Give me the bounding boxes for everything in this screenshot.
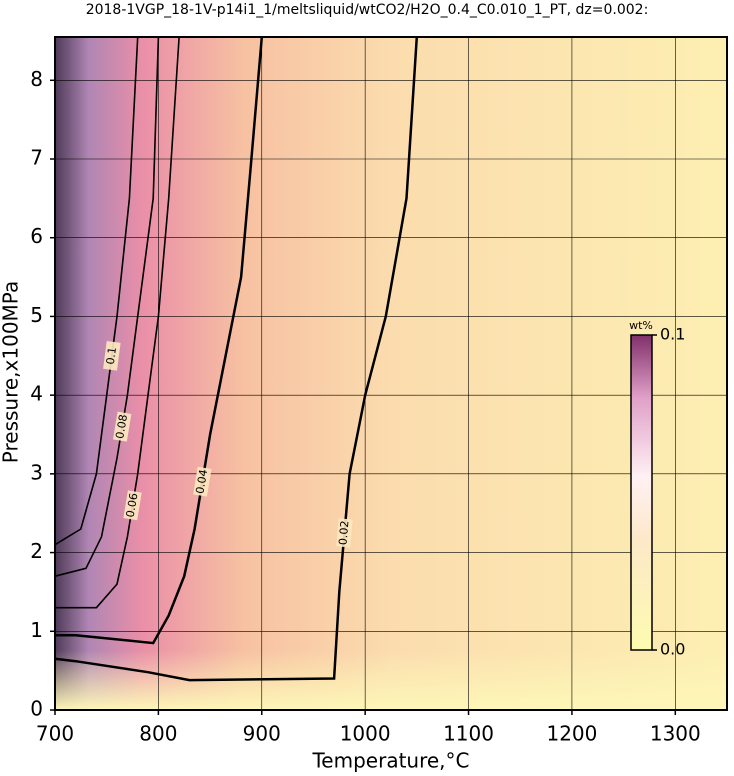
- x-axis-label: Temperature,°C: [311, 749, 469, 773]
- contour-line: [55, 36, 264, 645]
- contour-label: 0.08: [113, 413, 130, 439]
- y-tick-label: 1: [30, 618, 43, 642]
- y-tick-label: 8: [30, 67, 43, 91]
- contour-label-bg: [123, 490, 142, 521]
- y-tick-label: 0: [30, 697, 43, 721]
- x-tick-label: 900: [243, 722, 281, 746]
- y-tick-label: 2: [30, 539, 43, 563]
- y-tick-label: 5: [30, 303, 43, 327]
- contour-label: 0.1: [104, 346, 119, 365]
- contour-label-group: 0.04: [193, 466, 212, 497]
- contour-label: 0.06: [124, 492, 141, 518]
- colorbar: [630, 334, 653, 651]
- contour-label-group: 0.1: [103, 340, 121, 371]
- y-tick-label: 4: [30, 382, 43, 406]
- contour-label-group: 0.08: [113, 411, 132, 442]
- y-axis-label: Pressure,x100MPa: [0, 281, 23, 463]
- contour-label-group: 0.06: [123, 490, 142, 521]
- colorbar-label: wt%: [629, 319, 653, 332]
- x-tick-label: 1300: [650, 722, 701, 746]
- x-tick-label: 700: [36, 722, 74, 746]
- contour-label-bg: [113, 411, 132, 442]
- contour-label-bg: [103, 340, 121, 371]
- x-tick-label: 1200: [546, 722, 597, 746]
- plot-area: [55, 37, 727, 710]
- x-tick-label: 1100: [443, 722, 494, 746]
- contour-label: 0.02: [336, 520, 351, 546]
- contour-line: [54, 36, 419, 682]
- contour-label-bg: [193, 466, 212, 497]
- y-tick-label: 3: [30, 460, 43, 484]
- contour-label: 0.04: [193, 469, 210, 495]
- y-tick-label: 6: [30, 224, 43, 248]
- plot-frame: [54, 36, 728, 711]
- x-tick-label: 1000: [340, 722, 391, 746]
- contour-label-bg: [336, 518, 353, 548]
- x-tick-label: 800: [139, 722, 177, 746]
- contour-line: [54, 36, 139, 546]
- chart-title: 2018-1VGP_18-1V-p14i1_1/meltsliquid/wtCO…: [86, 2, 649, 18]
- y-tick-label: 7: [30, 146, 43, 170]
- colorbar-tick-label: 0.1: [660, 325, 685, 344]
- low-pressure-band: [55, 650, 727, 710]
- colorbar-tick-label: 0.0: [660, 640, 685, 659]
- contour-label-group: 0.02: [336, 518, 353, 548]
